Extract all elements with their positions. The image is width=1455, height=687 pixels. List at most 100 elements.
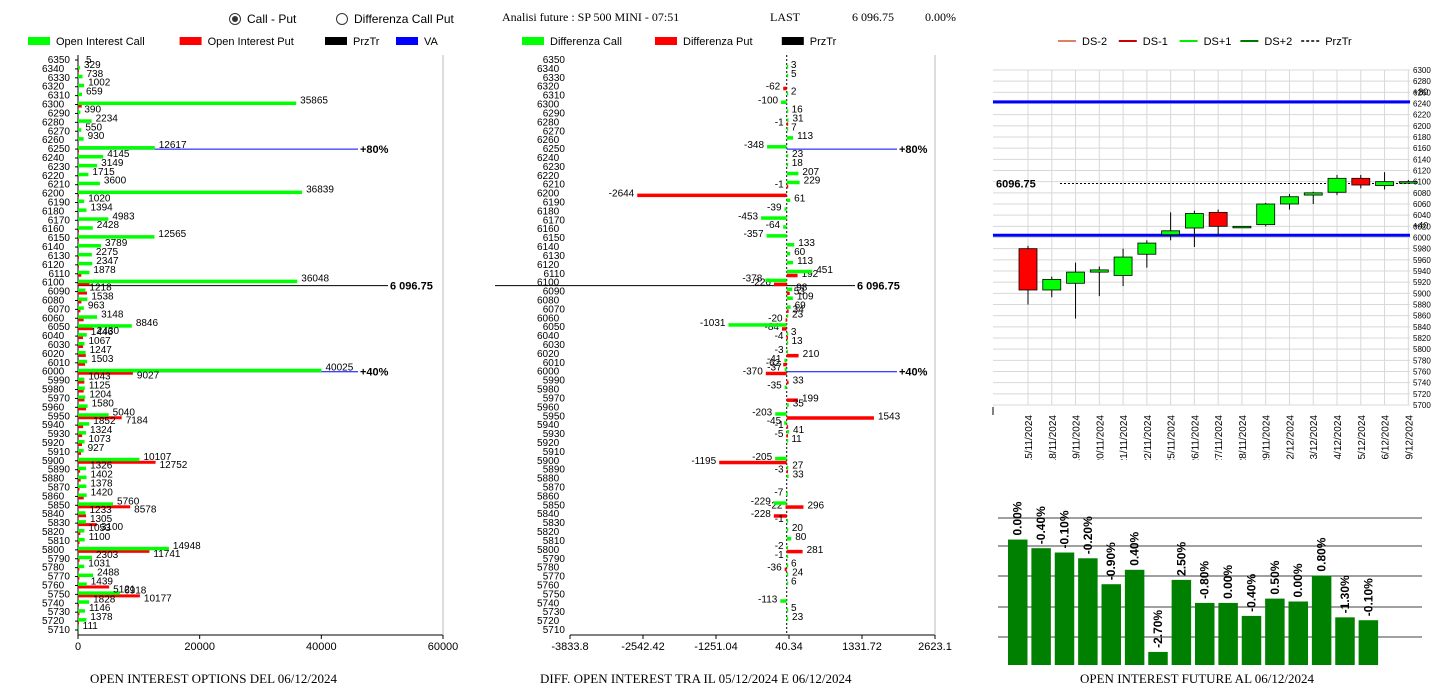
bar-diff-call-label: -348 [744, 140, 764, 151]
bar-put [78, 345, 84, 348]
y-tick-label: 6180 [1413, 133, 1431, 142]
bar-diff-call-label: -39 [767, 202, 782, 213]
legend-label: Differenza Call [550, 36, 622, 48]
bar-call [78, 627, 79, 631]
bar-call [78, 457, 140, 462]
y-tick-label: 6140 [42, 242, 65, 253]
annotation-label: 6 096.75 [390, 281, 433, 293]
legend-label: Differenza Put [683, 36, 753, 48]
radio-call-put[interactable]: Call - Put [229, 12, 296, 26]
value-label-call: 1324 [90, 425, 113, 436]
y-tick-label: 6330 [48, 73, 71, 84]
bar-call [78, 217, 109, 221]
value-label-call: 1204 [89, 389, 112, 400]
bar-diff-call [786, 474, 789, 479]
bar-future [1335, 617, 1355, 665]
bar-diff-call [786, 243, 795, 247]
bar-call [78, 208, 87, 212]
bar-call [78, 146, 155, 150]
x-tick-label: 40.34 [775, 641, 803, 653]
bar-diff-call [786, 536, 792, 541]
y-tick-label: 5740 [1413, 379, 1431, 388]
y-tick-label: 6280 [1413, 77, 1431, 86]
y-tick-label: 5800 [537, 545, 560, 556]
bar-put [78, 621, 79, 625]
y-tick-label: 6190 [48, 198, 71, 209]
bar-diff-call [786, 260, 794, 265]
bar-diff-call [786, 198, 791, 202]
bar-put [78, 389, 84, 393]
bar-put [78, 104, 82, 108]
bar-diff-call-label: 7 [791, 122, 797, 133]
bar-future-label: 0.00% [1221, 565, 1235, 599]
bar-diff-call-label: -1 [775, 550, 784, 561]
value-label-call: 1828 [93, 594, 116, 605]
bar-put [78, 540, 80, 544]
bar-future-label: -0.10% [1058, 510, 1072, 548]
y-tick-label: 5980 [1413, 245, 1431, 254]
bar-put [78, 264, 79, 268]
value-label-call: 12565 [158, 229, 186, 240]
bar-diff-put [785, 505, 787, 509]
bar-diff-call-label: 113 [797, 131, 813, 142]
bar-diff-put [773, 514, 787, 518]
y-tick-label: 6200 [537, 189, 560, 200]
y-tick-label: 5950 [48, 411, 71, 422]
y-tick-label: 5780 [537, 563, 560, 574]
x-tick-label: 2623.1 [918, 641, 952, 653]
x-tick-label: -1251.04 [694, 641, 737, 653]
annotation-label: +40% [899, 367, 928, 379]
y-tick-label: 6200 [42, 189, 65, 200]
y-tick-label: 6030 [543, 340, 566, 351]
bar-diff-call [786, 572, 789, 577]
bar-put [78, 612, 80, 616]
bar-diff-call-label: 207 [802, 167, 819, 178]
bar-call [78, 600, 90, 604]
bar-diff-put [785, 318, 788, 322]
x-tick-label: 1331.72 [842, 641, 882, 653]
y-tick-label: 5920 [537, 438, 560, 449]
radio-diff[interactable]: Differenza Call Put [336, 12, 454, 26]
bar-diff-put-label: 33 [793, 376, 805, 387]
bar-diff-put-label: -62 [766, 82, 781, 93]
candle-body [1303, 192, 1323, 196]
bar-put [78, 309, 81, 313]
bar-diff-put-label: -1 [775, 117, 784, 128]
bar-put [78, 523, 97, 527]
bar-put [78, 425, 84, 429]
bar-diff-call [786, 269, 813, 274]
bar-put [78, 532, 81, 536]
y-tick-label: 5880 [42, 474, 65, 485]
bar-diff-call [786, 430, 790, 434]
value-label-call: 390 [84, 104, 101, 115]
bar-future-label: -0.20% [1081, 516, 1095, 554]
y-tick-label: 6150 [48, 233, 71, 244]
y-tick-label: 6300 [1413, 66, 1431, 75]
candle-body [1018, 248, 1038, 291]
bar-call [78, 609, 85, 613]
y-tick-label: 6250 [48, 144, 71, 155]
bar-diff-call-label: -45 [767, 416, 782, 427]
bar-diff-call [786, 251, 791, 256]
y-tick-label: 5700 [1413, 401, 1431, 410]
bar-put [78, 469, 81, 473]
bar-diff-put-label: 199 [802, 393, 819, 404]
level-label: +40 [1413, 220, 1428, 230]
candle-body [1161, 230, 1181, 236]
y-tick-label: 6060 [1413, 200, 1431, 209]
value-label-call: 927 [88, 443, 105, 454]
bar-put [78, 549, 150, 553]
value-label-call: 35865 [300, 96, 328, 107]
bar-future-label: 0.00% [1291, 563, 1305, 597]
bar-diff-call-label: 23 [792, 309, 804, 320]
bar-diff-call-label: 98 [796, 283, 808, 294]
y-tick-label: 6350 [543, 55, 566, 66]
bar-put [78, 603, 79, 607]
bar-diff-put [786, 416, 874, 420]
radio-selected-icon [229, 13, 241, 25]
bar-put [78, 255, 79, 259]
y-tick-label: 5830 [48, 518, 71, 529]
bar-diff-call-label: -3 [775, 345, 784, 356]
bar-call [78, 475, 87, 480]
value-label-call: 8846 [136, 318, 159, 329]
